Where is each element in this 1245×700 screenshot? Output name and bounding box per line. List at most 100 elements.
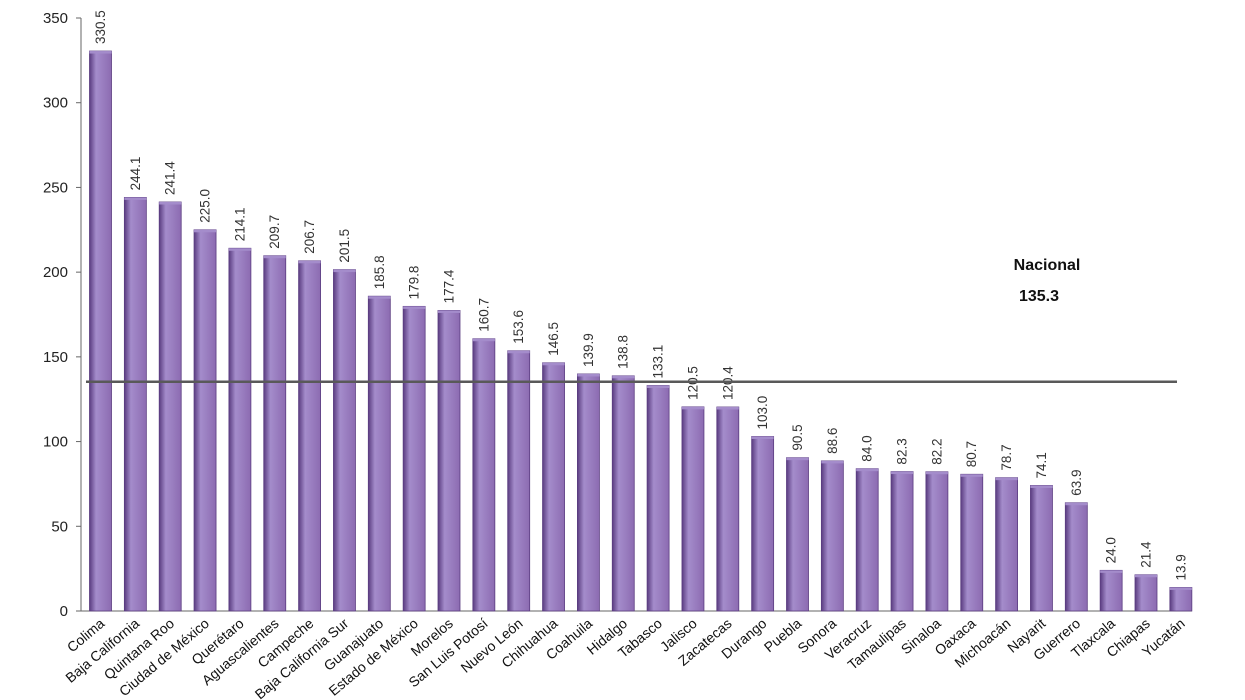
y-tick-label: 100 — [43, 434, 68, 451]
data-label: 206.7 — [302, 220, 317, 254]
bar — [1030, 485, 1053, 612]
bar — [646, 385, 670, 612]
bar-top-edge — [856, 468, 879, 472]
bar-top-edge — [960, 474, 983, 477]
data-label: 177.4 — [442, 269, 457, 303]
bar-top-edge — [263, 255, 286, 259]
y-tick-label: 300 — [43, 95, 68, 112]
bar-top-edge — [194, 229, 217, 233]
data-label: 139.9 — [581, 333, 596, 367]
data-label: 13.9 — [1173, 554, 1188, 580]
data-label: 82.3 — [895, 438, 910, 464]
bar-top-edge — [925, 471, 948, 475]
data-label: 214.1 — [232, 207, 247, 241]
data-label: 88.6 — [825, 428, 840, 454]
bar — [1099, 569, 1123, 612]
bar — [228, 247, 252, 612]
bar-top-edge — [716, 407, 739, 410]
bar — [1064, 502, 1088, 612]
data-label: 63.9 — [1069, 469, 1084, 495]
bar-top-edge — [612, 375, 635, 379]
y-tick-label: 50 — [51, 518, 68, 535]
bar — [716, 406, 740, 612]
bar — [1169, 587, 1193, 612]
data-label: 330.5 — [93, 10, 108, 44]
bar — [437, 310, 461, 612]
data-label: 146.5 — [546, 322, 561, 356]
data-label: 84.0 — [860, 435, 875, 461]
bar — [855, 468, 879, 612]
bar — [367, 295, 391, 612]
y-tick-label: 150 — [43, 349, 68, 366]
bar — [263, 255, 287, 612]
bar — [402, 305, 426, 612]
bar-top-edge — [228, 248, 251, 251]
data-label: 90.5 — [790, 424, 805, 450]
bar — [89, 50, 112, 612]
data-label: 244.1 — [128, 157, 143, 191]
data-label: 21.4 — [1139, 541, 1154, 568]
data-label: 133.1 — [651, 345, 666, 379]
bar-top-edge — [472, 338, 495, 342]
bar-top-edge — [507, 350, 530, 354]
data-label: 82.2 — [929, 438, 944, 464]
bar-top-edge — [577, 373, 600, 377]
bar-top-edge — [751, 436, 774, 439]
data-label: 24.0 — [1104, 537, 1119, 563]
bar-top-edge — [1030, 485, 1053, 488]
bar — [890, 471, 914, 612]
bar — [158, 201, 182, 612]
data-label: 179.8 — [407, 266, 422, 300]
bar-top-edge — [647, 385, 670, 388]
data-label: 201.5 — [337, 229, 352, 263]
nacional-label: Nacional — [1014, 257, 1081, 274]
bar-top-edge — [124, 197, 147, 200]
data-label: 138.8 — [616, 335, 631, 369]
bar-top-edge — [159, 201, 182, 205]
bar-top-edge — [403, 306, 426, 309]
bar-top-edge — [891, 471, 914, 475]
bar-series — [89, 50, 1193, 612]
bar — [333, 269, 356, 612]
data-label: 78.7 — [999, 444, 1014, 470]
y-tick-label: 250 — [43, 179, 68, 196]
data-label: 160.7 — [476, 298, 491, 332]
data-label: 209.7 — [267, 215, 282, 249]
nacional-value: 135.3 — [1019, 288, 1059, 305]
bar — [577, 373, 600, 612]
bar-top-edge — [681, 406, 704, 410]
bar — [611, 375, 635, 612]
bar-top-edge — [89, 51, 112, 54]
bar — [472, 338, 496, 612]
bar — [820, 460, 844, 612]
y-tick-label: 350 — [43, 10, 68, 27]
bar — [925, 471, 949, 612]
bar — [123, 197, 147, 612]
data-label: 74.1 — [1034, 452, 1049, 478]
bar — [542, 362, 565, 612]
bar — [298, 260, 322, 612]
data-label: 241.4 — [163, 161, 178, 195]
bar-top-edge — [1100, 570, 1123, 573]
bar-top-edge — [1169, 587, 1192, 590]
data-label: 225.0 — [198, 189, 213, 223]
bar — [1134, 574, 1158, 612]
bar-top-edge — [995, 477, 1018, 481]
bar-top-edge — [438, 310, 460, 313]
y-tick-label: 200 — [43, 264, 68, 281]
bar-top-edge — [298, 260, 321, 264]
bar — [995, 477, 1018, 612]
bar — [507, 350, 531, 612]
bar-top-edge — [333, 269, 356, 273]
bar-top-edge — [786, 457, 809, 461]
bar — [681, 406, 705, 612]
data-label: 80.7 — [964, 441, 979, 467]
data-label: 185.8 — [372, 255, 387, 289]
bar — [193, 229, 217, 612]
y-tick-label: 0 — [60, 603, 68, 620]
bar-top-edge — [368, 296, 391, 299]
bar-top-edge — [1065, 502, 1088, 506]
bar-top-edge — [1135, 574, 1157, 578]
